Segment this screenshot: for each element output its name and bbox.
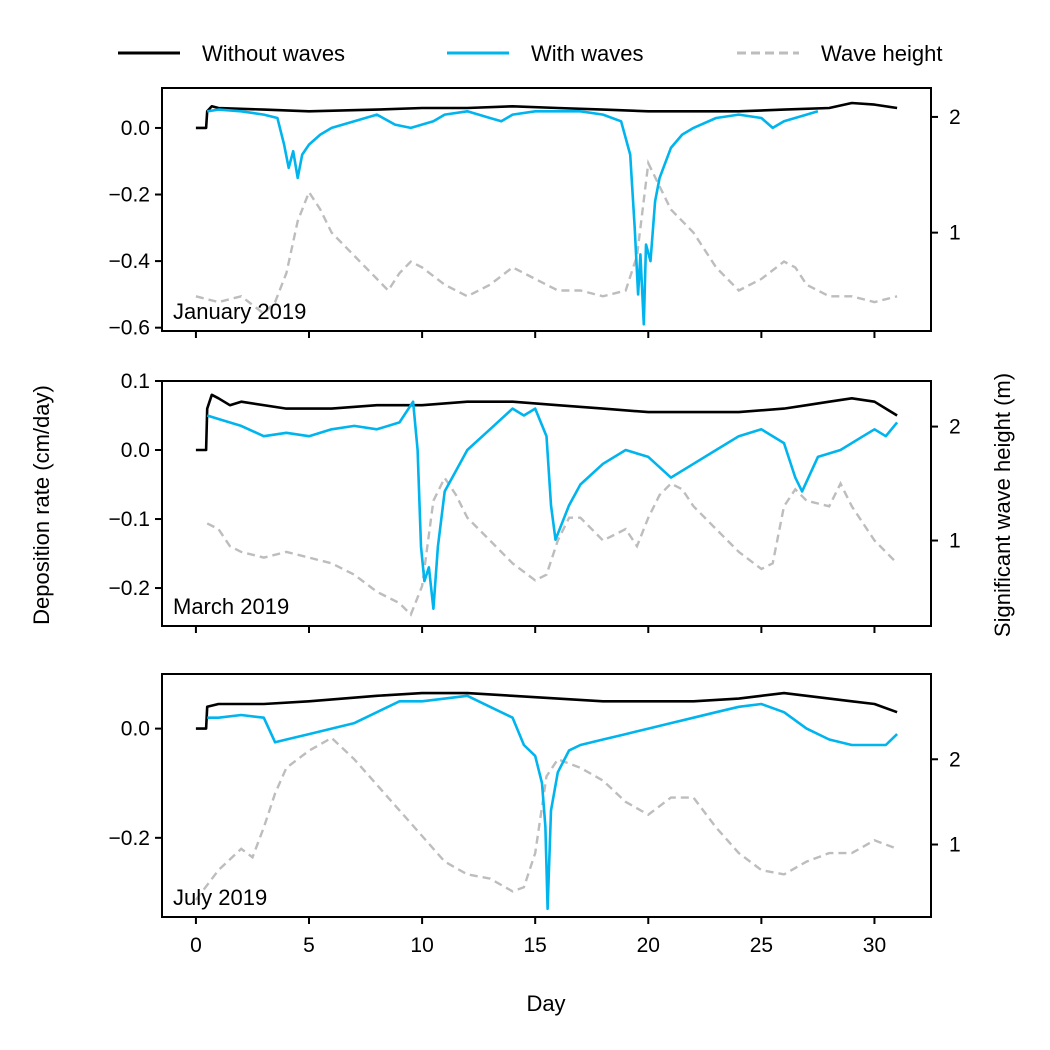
y-tick-label: −0.4 [109,250,151,273]
panel-1-series [195,101,898,326]
wave-height-line [195,159,898,316]
x-axis-title: Day [526,991,565,1016]
legend-label-0: Without waves [202,41,345,66]
y-tick-label: 0.1 [121,370,150,393]
y2-tick-label: 2 [949,416,961,439]
wave-height-line [206,475,898,617]
y-tick-label: 0.0 [121,718,150,741]
legend-label-2: Wave height [821,41,942,66]
x-tick-label: 25 [750,934,773,957]
panel-2: 0.1 0.0 −0.1 −0.2 1 2 March 2019 [109,370,961,633]
panel-frame [161,87,932,332]
panel-2-series [195,393,899,617]
x-tick-label: 0 [190,934,202,957]
y-tick-label: −0.2 [109,827,150,850]
with-waves-line [206,400,899,610]
panel-label: January 2019 [173,299,306,324]
y2-tick-label: 2 [949,748,961,771]
panel-frame [161,380,932,627]
panel-1: 0.0 −0.2 −0.4 −0.6 1 2 January 2019 [109,87,961,340]
without-waves-line [195,101,898,130]
wave-height-line [194,736,898,901]
panel-label: March 2019 [173,594,289,619]
x-tick-label: 5 [303,934,315,957]
panel-frame [161,673,932,918]
y2-tick-label: 1 [949,222,961,245]
left-y-axis-title: Deposition rate (cm/day) [29,385,54,625]
right-y-axis-title: Significant wave height (m) [990,373,1015,637]
panel-3-series [194,691,899,911]
y2-tick-label: 1 [949,530,961,553]
y-tick-label: 0.0 [121,439,150,462]
y-tick-label: −0.1 [109,508,150,531]
y-tick-label: −0.6 [109,317,150,340]
x-tick-label: 30 [863,934,886,957]
x-tick-label: 20 [637,934,660,957]
legend-label-1: With waves [531,41,643,66]
panel-label: July 2019 [173,885,267,910]
legend: Without waves With waves Wave height [118,41,942,66]
panels: 0.0 −0.2 −0.4 −0.6 1 2 January 2019 0.1 0.0 −0.1 −… [109,87,961,957]
with-waves-line [207,108,819,326]
x-tick-label: 10 [410,934,433,957]
x-tick-label: 15 [524,934,547,957]
y-tick-label: −0.2 [109,577,150,600]
y2-tick-label: 2 [949,106,961,129]
without-waves-line [195,393,898,452]
y2-tick-label: 1 [949,834,961,857]
without-waves-line [195,691,898,730]
with-waves-line [207,694,899,911]
y-tick-label: −0.2 [109,184,150,207]
y-tick-label: 0.0 [121,117,150,140]
